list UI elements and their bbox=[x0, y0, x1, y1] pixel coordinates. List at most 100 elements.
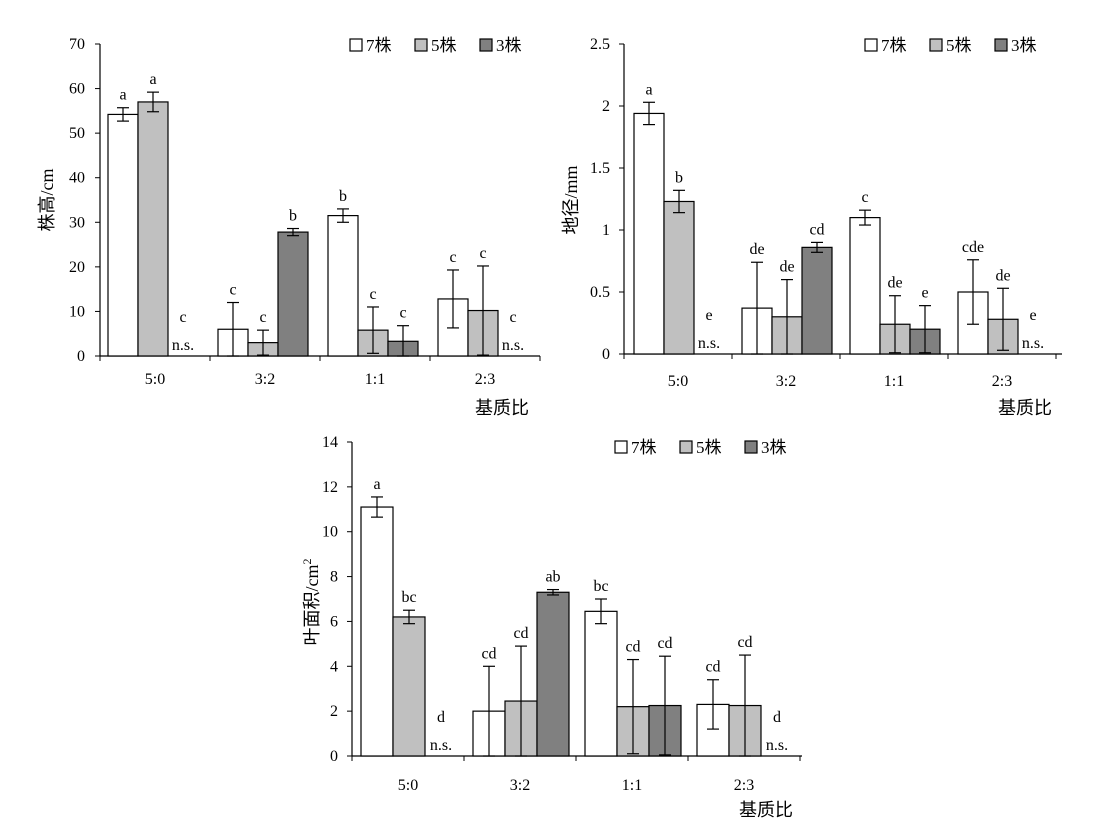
bar bbox=[536, 591, 570, 757]
significance-label: e bbox=[1029, 307, 1036, 324]
category-label: 2:3 bbox=[475, 371, 495, 388]
significance-label: a bbox=[119, 87, 126, 104]
plant-height-chart: 0 10 20 30 40 50 60 70 5:0 3:2 1:1 2:3 基质比 株高/cm a c b c a… bbox=[37, 36, 541, 418]
significance-label: bc bbox=[401, 589, 416, 606]
x-axis-label: 基质比 bbox=[475, 398, 529, 418]
not-significant-note: n.s. bbox=[698, 335, 720, 352]
significance-label: bc bbox=[593, 578, 608, 595]
significance-label: cde bbox=[962, 239, 984, 256]
y-tick-label: 20 bbox=[69, 259, 85, 276]
category-label: 5:0 bbox=[145, 371, 165, 388]
y-tick-label: 10 bbox=[322, 524, 338, 541]
bar bbox=[137, 101, 169, 357]
bar bbox=[663, 200, 695, 355]
significance-label: de bbox=[749, 241, 764, 258]
significance-label: b bbox=[289, 208, 297, 225]
legend-label: 5株 bbox=[946, 36, 972, 55]
category-label: 1:1 bbox=[622, 777, 642, 794]
not-significant-note: n.s. bbox=[1022, 335, 1044, 352]
legend-swatch bbox=[929, 38, 943, 52]
legend-swatch bbox=[479, 38, 493, 52]
legend-swatch bbox=[614, 440, 628, 454]
legend-label: 7株 bbox=[881, 36, 907, 55]
significance-label: ab bbox=[545, 569, 560, 586]
not-significant-note: n.s. bbox=[766, 737, 788, 754]
y-axis-label: 株高/cm bbox=[37, 169, 57, 232]
y-tick-label: 70 bbox=[69, 36, 85, 53]
y-tick-label: 14 bbox=[322, 434, 338, 451]
legend-label: 7株 bbox=[631, 438, 657, 457]
y-tick-label: 1 bbox=[602, 222, 610, 239]
significance-label: b bbox=[675, 169, 683, 186]
bar bbox=[360, 506, 394, 757]
bar bbox=[633, 112, 665, 355]
y-tick-label: 4 bbox=[330, 658, 338, 675]
legend-label: 5株 bbox=[696, 438, 722, 457]
legend-label: 7株 bbox=[366, 36, 392, 55]
y-axis-label: 叶面积/cm2 bbox=[300, 559, 322, 646]
category-label: 3:2 bbox=[510, 777, 530, 794]
category-label: 1:1 bbox=[884, 373, 904, 390]
significance-label: de bbox=[779, 259, 794, 276]
significance-label: c bbox=[479, 245, 486, 262]
y-tick-label: 12 bbox=[322, 479, 338, 496]
y-tick-label: 1.5 bbox=[590, 160, 610, 177]
significance-label: c bbox=[369, 286, 376, 303]
legend-label: 5株 bbox=[431, 36, 457, 55]
y-tick-label: 0 bbox=[330, 748, 338, 765]
significance-label: cd bbox=[705, 659, 720, 676]
significance-label: a bbox=[149, 71, 156, 88]
y-tick-label: 0.5 bbox=[590, 284, 610, 301]
not-significant-note: n.s. bbox=[172, 337, 194, 354]
category-label: 3:2 bbox=[255, 371, 275, 388]
y-tick-label: 40 bbox=[69, 170, 85, 187]
significance-label: c bbox=[861, 189, 868, 206]
y-tick-label: 2.5 bbox=[590, 36, 610, 53]
bar bbox=[392, 616, 426, 757]
category-label: 2:3 bbox=[992, 373, 1012, 390]
ground-diameter-chart: 00.511.522.55:0 3:2 1:1 2:3基质比地径/mmadeccdeb… bbox=[561, 36, 1062, 418]
y-axis-label-superscript: 2 bbox=[300, 559, 314, 565]
y-tick-label: 0 bbox=[77, 348, 85, 365]
significance-label: d bbox=[773, 709, 781, 726]
significance-label: cd bbox=[481, 645, 496, 662]
significance-label: b bbox=[339, 188, 347, 205]
legend-label: 3株 bbox=[761, 438, 787, 457]
significance-label: d bbox=[437, 709, 445, 726]
legend-swatch bbox=[414, 38, 428, 52]
significance-label: e bbox=[705, 307, 712, 324]
bar bbox=[107, 113, 139, 357]
category-label: 5:0 bbox=[398, 777, 418, 794]
not-significant-note: n.s. bbox=[502, 337, 524, 354]
legend-label: 3株 bbox=[496, 36, 522, 55]
bar bbox=[277, 231, 309, 357]
leaf-area-chart: 0 2 4 6 8 10 12 14 5:0 3:2 1:1 2:3 基质比 叶面积/cm2 a cd bc cd… bbox=[300, 434, 802, 820]
significance-label: a bbox=[373, 476, 380, 493]
significance-label: cd bbox=[625, 639, 640, 656]
y-tick-label: 8 bbox=[330, 569, 338, 586]
y-tick-label: 6 bbox=[330, 613, 338, 630]
bar bbox=[327, 215, 359, 357]
significance-label: c bbox=[509, 309, 516, 326]
category-label: 5:0 bbox=[668, 373, 688, 390]
significance-label: cd bbox=[737, 634, 752, 651]
y-tick-label: 60 bbox=[69, 81, 85, 98]
y-tick-label: 50 bbox=[69, 125, 85, 142]
legend-label: 3株 bbox=[1011, 36, 1037, 55]
category-label: 1:1 bbox=[365, 371, 385, 388]
significance-label: de bbox=[887, 275, 902, 292]
y-tick-label: 2 bbox=[602, 98, 610, 115]
significance-label: a bbox=[645, 81, 652, 98]
bar bbox=[849, 217, 881, 355]
bar bbox=[584, 610, 618, 757]
bar bbox=[801, 246, 833, 355]
y-axis-label: 地径/mm bbox=[561, 165, 581, 234]
significance-label: c bbox=[229, 282, 236, 299]
significance-label: c bbox=[449, 249, 456, 266]
significance-label: c bbox=[179, 309, 186, 326]
category-label: 2:3 bbox=[734, 777, 754, 794]
significance-label: cd bbox=[513, 625, 528, 642]
y-tick-label: 30 bbox=[69, 214, 85, 231]
significance-label: c bbox=[259, 309, 266, 326]
